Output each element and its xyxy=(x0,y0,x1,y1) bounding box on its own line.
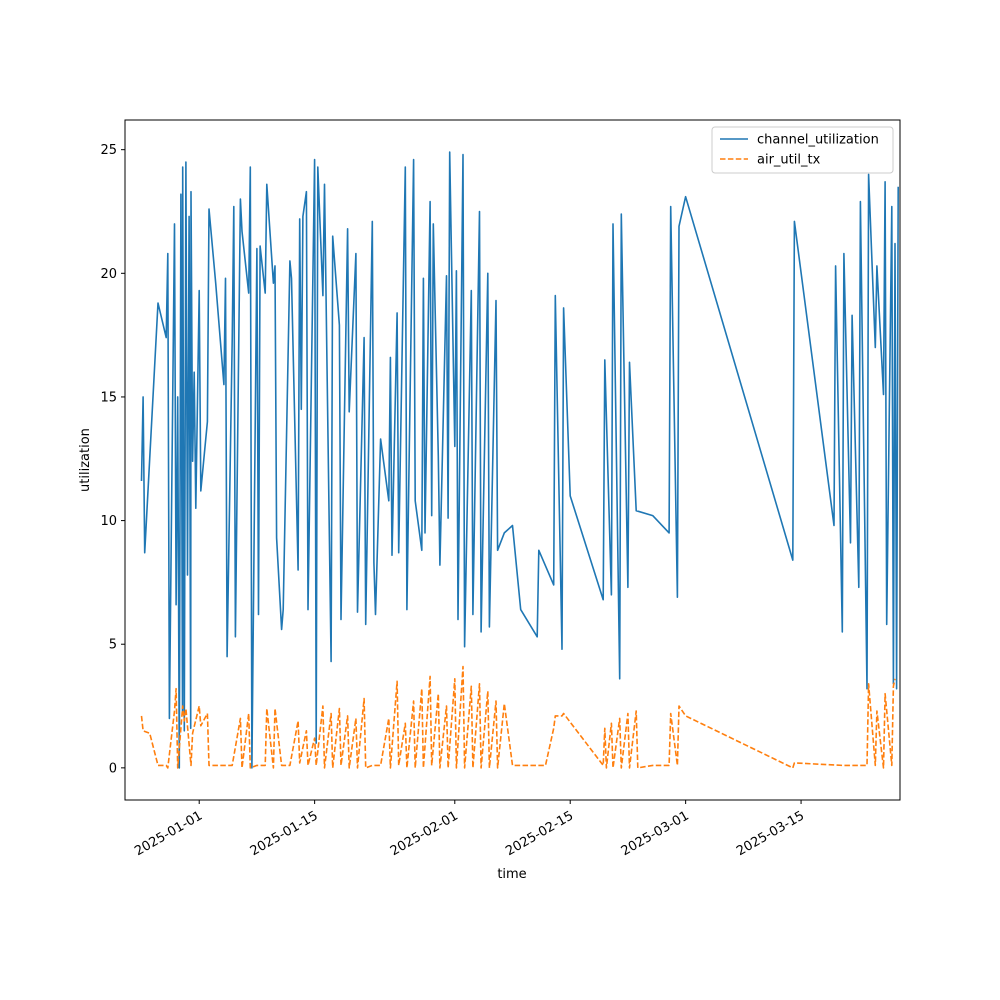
series-line-air-util-tx xyxy=(140,665,896,769)
legend: channel_utilization air_util_tx xyxy=(711,126,894,174)
y-tick-label: 5 xyxy=(109,638,117,653)
legend-label-channel-utilization: channel_utilization xyxy=(757,133,879,148)
y-tick-label: 0 xyxy=(109,761,117,776)
series-line-channel-utilization xyxy=(140,151,899,769)
y-axis: 0 5 10 15 20 25 xyxy=(100,143,125,776)
legend-box xyxy=(711,126,894,174)
y-tick-label: 25 xyxy=(100,143,117,158)
y-tick-label: 10 xyxy=(100,514,117,529)
series-layer xyxy=(140,151,899,769)
x-axis-label: time xyxy=(497,867,526,882)
y-tick-label: 20 xyxy=(100,267,117,282)
legend-label-air-util-tx: air_util_tx xyxy=(757,153,821,168)
plot-frame xyxy=(124,119,901,801)
y-tick-label: 15 xyxy=(100,390,117,405)
y-axis-label: utilization xyxy=(78,428,93,492)
